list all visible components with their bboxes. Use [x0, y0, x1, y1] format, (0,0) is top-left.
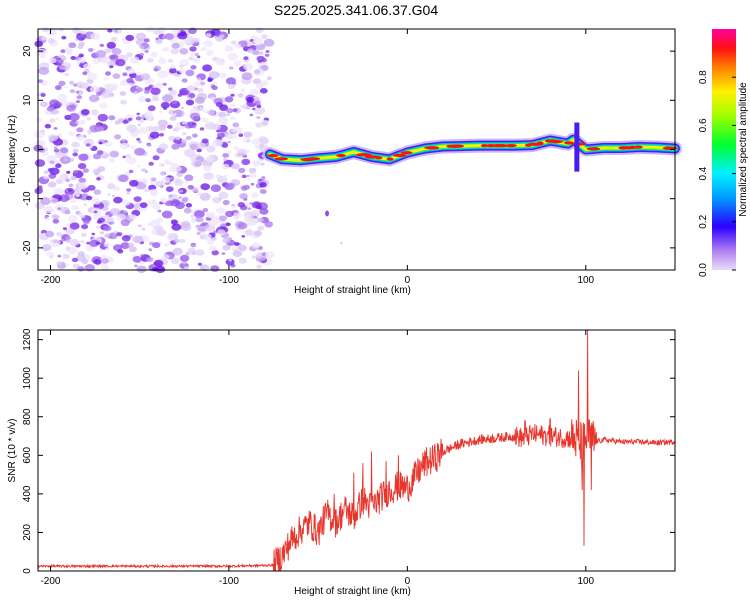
spectrogram-x-axis-label: Height of straight line (km) — [294, 285, 411, 296]
snr-y-tick-label: 1200 — [22, 328, 33, 351]
carrier-track-layer — [268, 138, 677, 162]
snr-y-tick-label: 200 — [22, 524, 33, 541]
carrier-hotspot — [400, 151, 413, 155]
stray-point — [340, 241, 343, 244]
spectrogram-x-tick-label: 100 — [577, 275, 594, 286]
carrier-hotspot — [364, 155, 380, 159]
colorbar-tick-label: 0.2 — [698, 214, 709, 228]
carrier-hotspot — [485, 144, 497, 148]
spectrogram-y-axis-label: Frequency (Hz) — [7, 115, 18, 184]
carrier-hotspot — [274, 157, 289, 161]
snr-y-tick-label: 1000 — [22, 367, 33, 390]
snr-y-tick-label: 600 — [22, 447, 33, 464]
snr-x-tick-label: -200 — [40, 576, 60, 587]
carrier-hotspot — [544, 139, 554, 143]
spectrogram-x-tick-label: 0 — [405, 275, 411, 286]
colorbar: 0.0 0.2 0.4 0.6 0.8 Normalized spectral ampl… — [698, 29, 749, 277]
carrier-hotspot — [446, 144, 456, 148]
spectrogram-y-tick-label: 10 — [22, 94, 33, 106]
carrier-hotspot — [300, 158, 315, 162]
carrier-hotspot — [386, 157, 394, 161]
spectrogram-carrier-track — [263, 122, 682, 244]
snr-x-axis-label: Height of straight line (km) — [294, 586, 411, 597]
carrier-hotspot — [564, 141, 574, 145]
carrier-hotspot — [662, 146, 678, 150]
snr-frame — [37, 329, 676, 572]
colorbar-gradient — [712, 29, 736, 270]
snr-y-tick-label: 400 — [22, 485, 33, 502]
spectrogram-y-tick-label: 20 — [22, 45, 33, 57]
spectrogram-noise-region — [33, 26, 275, 273]
snr-y-tick-label: 0 — [22, 568, 33, 574]
spectrogram-y-tick-label: -20 — [22, 240, 33, 255]
carrier-hotspot — [628, 145, 638, 149]
stray-point — [325, 210, 330, 217]
carrier-hotspot — [586, 147, 601, 151]
snr-y-axis-label: SNR (10 * v/v) — [7, 419, 18, 483]
figure-title: S225.2025.341.06.37.G04 — [274, 2, 438, 18]
colorbar-tick-label: 0.4 — [698, 166, 709, 180]
colorbar-tick-label: 0.6 — [698, 118, 709, 132]
spectrogram-x-tick-label: -100 — [219, 275, 239, 286]
snr-x-tick-label: 100 — [577, 576, 594, 587]
carrier-hotspot — [267, 154, 279, 158]
snr-y-tick-label: 800 — [22, 408, 33, 425]
snr-series-line — [37, 329, 676, 572]
colorbar-label: Normalized spectral amplitude — [738, 82, 749, 217]
snr-x-tick-label: 0 — [405, 576, 411, 587]
spectrogram-y-tick-label: -10 — [22, 191, 33, 206]
snr-x-tick-label: -100 — [219, 576, 239, 587]
spectrogram-y-tick-label: 0 — [22, 146, 33, 152]
carrier-hotspot — [424, 146, 440, 150]
snr-panel: -200 -100 0 100 0 200 400 600 800 1000 1200 Heigh… — [7, 328, 676, 597]
carrier-hotspot — [505, 144, 517, 148]
spectrogram-x-tick-label: -200 — [40, 275, 60, 286]
colorbar-tick-label: 0.8 — [698, 70, 709, 84]
colorbar-tick-label: 0.0 — [698, 263, 709, 277]
carrier-hotspot — [392, 153, 407, 157]
carrier-hotspot — [336, 153, 346, 158]
carrier-hotspot — [524, 143, 532, 147]
